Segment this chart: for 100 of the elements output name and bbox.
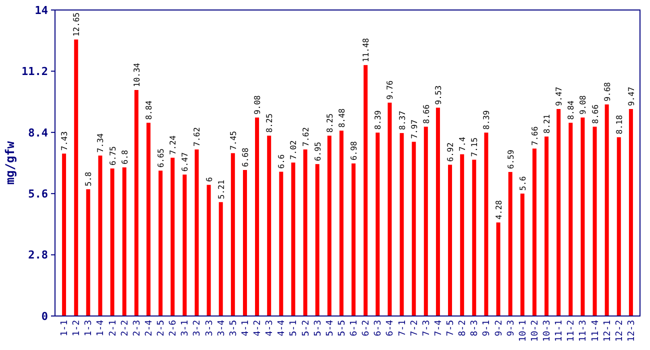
data-label: 10.34 [132,62,142,87]
x-tick-label: 5-1 [289,320,300,336]
data-label: 7.02 [289,140,298,160]
bar [400,133,404,316]
bar [291,162,296,316]
bar [230,153,235,316]
x-tick-label: 10-2 [530,320,540,342]
x-tick-label: 1-2 [72,320,82,336]
bar [206,184,211,316]
data-label: 6.98 [350,140,359,160]
data-label: 8.21 [542,114,552,134]
bar [604,104,609,316]
bar [279,172,284,316]
bar [592,126,597,316]
data-label: 7.62 [192,127,202,146]
x-tick-label: 8-2 [458,320,468,336]
bar [194,149,199,316]
x-tick-label: 2-2 [120,320,130,336]
x-tick-label: 9-1 [482,320,492,336]
data-label: 9.76 [386,80,395,100]
bar [616,137,621,316]
bar [74,40,78,316]
x-tick-label: 6-3 [374,320,384,336]
y-tick-label: 14 [34,4,48,17]
bar [242,170,247,316]
x-tick-label: 11-2 [566,320,577,342]
bar [352,163,356,316]
y-axis-title: mg/gfw [3,140,17,185]
data-label: 12.65 [72,12,82,37]
data-label: 8.84 [144,100,154,120]
data-label: 5.21 [216,180,226,200]
data-label: 8.25 [325,113,334,133]
y-tick-label: 2.8 [28,248,48,262]
x-tick-label: 3-1 [180,320,191,336]
x-tick-label: 1-1 [60,320,70,336]
data-label: 4.28 [494,200,504,220]
bar [628,109,633,316]
x-tick-label: 5-5 [337,320,348,336]
bar [388,102,392,316]
data-label: 7.43 [60,131,70,151]
bar [556,109,561,316]
data-label: 7.97 [410,119,419,139]
data-label: 11.48 [362,38,371,62]
data-label: 6.68 [240,148,250,167]
data-label: 6.92 [446,142,456,162]
data-label: 8.48 [337,108,346,128]
data-label: 9.08 [578,95,588,115]
y-tick-label: 8.4 [28,126,48,140]
x-tick-label: 12-2 [614,320,625,342]
data-label: 9.08 [253,95,262,115]
data-label: 7.34 [96,133,106,153]
bar [170,158,175,316]
data-label: 6.47 [180,152,190,172]
x-tick-label: 1-3 [84,320,94,336]
bar [472,160,476,316]
x-tick-label: 11-3 [578,320,589,342]
data-label: 5.8 [84,172,94,186]
bar [182,174,187,316]
bar [339,130,344,316]
x-tick-label: 12-1 [602,320,613,342]
x-tick-label: 7-2 [410,320,420,336]
data-label: 6.95 [313,142,322,162]
data-label: 7.15 [470,137,480,157]
data-label: 7.62 [301,127,310,146]
x-tick-label: 9-3 [506,320,516,336]
data-label: 8.84 [566,100,576,120]
x-tick-label: 6-2 [362,320,372,336]
bar [568,122,573,316]
bar [267,136,272,316]
bar [86,189,90,316]
bar [484,132,488,316]
data-label: 7.24 [168,135,178,155]
x-tick-label: 2-4 [144,320,154,336]
data-label: 6.6 [277,154,286,169]
x-tick-label: 5-2 [301,320,312,336]
x-tick-label: 7-5 [446,320,456,336]
bar [520,194,524,316]
y-tick-label: 11.2 [22,65,48,78]
x-tick-label: 7-4 [434,320,444,336]
bar [364,65,368,316]
bar [580,118,585,316]
bar [218,202,223,316]
data-label: 9.68 [602,82,612,102]
x-tick-label: 4-4 [277,320,288,336]
x-tick-label: 3-3 [204,320,215,336]
bar [544,136,549,316]
data-label: 6.59 [506,150,516,169]
bar [158,170,163,316]
x-tick-label: 6-4 [386,320,396,336]
x-tick-label: 2-3 [132,320,142,336]
bar [532,148,536,316]
data-label: 7.4 [458,136,468,152]
x-tick-label: 6-1 [350,320,360,336]
data-label: 9.47 [626,86,636,106]
bar [448,164,452,316]
data-label: 6.8 [120,150,130,164]
bar [255,118,260,316]
data-label: 8.39 [374,110,383,130]
x-tick-label: 4-3 [265,320,276,336]
data-label: 7.45 [228,130,238,150]
